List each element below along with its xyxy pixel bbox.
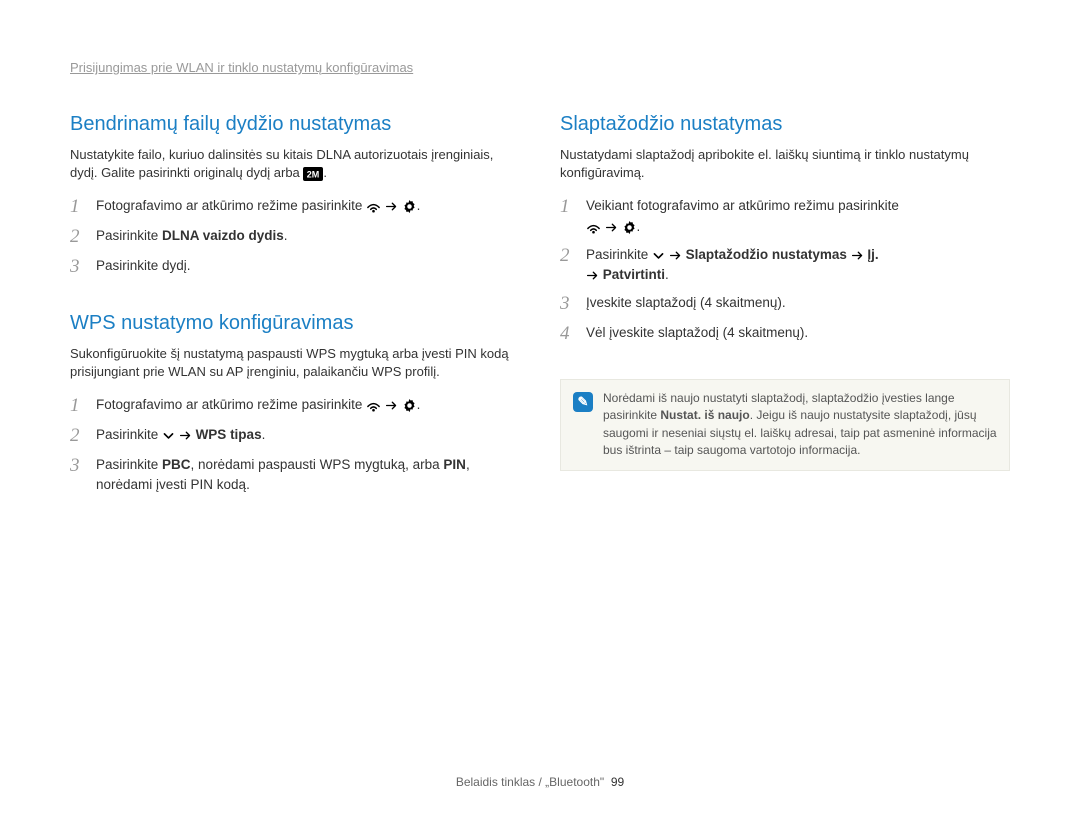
step-text: Pasirinkite dydį. (96, 256, 520, 276)
step-number: 1 (70, 196, 96, 218)
step-text: Pasirinkite PBC, norėdami paspausti WPS … (96, 455, 520, 496)
gear-icon (622, 220, 637, 235)
step-number: 4 (560, 323, 586, 345)
content-columns: Bendrinamų failų dydžio nustatymas Nusta… (70, 113, 1010, 529)
desc-password: Nustatydami slaptažodį apribokite el. la… (560, 146, 1010, 182)
step-1: 1 Fotografavimo ar atkūrimo režime pasir… (70, 196, 520, 218)
steps-password: 1 Veikiant fotografavimo ar atkūrimo rež… (560, 196, 1010, 345)
step-1: 1 Veikiant fotografavimo ar atkūrimo rež… (560, 196, 1010, 237)
page-footer: Belaidis tinklas / „Bluetooth" 99 (0, 775, 1080, 789)
arrow-icon (586, 269, 599, 282)
step-3: 3 Įveskite slaptažodį (4 skaitmenų). (560, 293, 1010, 315)
step-2: 2 Pasirinkite DLNA vaizdo dydis. (70, 226, 520, 248)
step-number: 2 (70, 425, 96, 447)
wifi-icon (366, 199, 381, 214)
step-text: Pasirinkite WPS tipas. (96, 425, 520, 445)
right-column: Slaptažodžio nustatymas Nustatydami slap… (560, 113, 1010, 529)
gear-icon (402, 398, 417, 413)
step-number: 2 (560, 245, 586, 267)
arrow-icon (179, 429, 192, 442)
step-number: 1 (560, 196, 586, 218)
chevron-down-icon (652, 249, 665, 262)
step-text: Įveskite slaptažodį (4 skaitmenų). (586, 293, 1010, 313)
note-text: Norėdami iš naujo nustatyti slaptažodį, … (603, 390, 997, 460)
2m-icon (303, 167, 323, 181)
step-number: 2 (70, 226, 96, 248)
step-1: 1 Fotografavimo ar atkūrimo režime pasir… (70, 395, 520, 417)
left-column: Bendrinamų failų dydžio nustatymas Nusta… (70, 113, 520, 529)
arrow-icon (385, 399, 398, 412)
step-text: Pasirinkite DLNA vaizdo dydis. (96, 226, 520, 246)
step-2: 2 Pasirinkite Slaptažodžio nustatymas Įj… (560, 245, 1010, 286)
wifi-icon (586, 220, 601, 235)
step-number: 3 (70, 455, 96, 477)
arrow-icon (851, 249, 864, 262)
footer-section: Belaidis tinklas / „Bluetooth" (456, 775, 604, 789)
breadcrumb: Prisijungimas prie WLAN ir tinklo nustat… (70, 60, 1010, 75)
step-text: Pasirinkite Slaptažodžio nustatymas Įj. … (586, 245, 1010, 286)
heading-password: Slaptažodžio nustatymas (560, 113, 1010, 136)
desc-text-b: . (323, 165, 327, 180)
step-text: Fotografavimo ar atkūrimo režime pasirin… (96, 395, 520, 415)
heading-wps: WPS nustatymo konfigūravimas (70, 312, 520, 335)
step-3: 3 Pasirinkite PBC, norėdami paspausti WP… (70, 455, 520, 496)
step-text: Fotografavimo ar atkūrimo režime pasirin… (96, 196, 520, 216)
arrow-icon (385, 200, 398, 213)
step-text: Vėl įveskite slaptažodį (4 skaitmenų). (586, 323, 1010, 343)
desc-file-size: Nustatykite failo, kuriuo dalinsitės su … (70, 146, 520, 182)
step-2: 2 Pasirinkite WPS tipas. (70, 425, 520, 447)
steps-wps: 1 Fotografavimo ar atkūrimo režime pasir… (70, 395, 520, 495)
step-number: 3 (70, 256, 96, 278)
page-number: 99 (611, 775, 624, 789)
wifi-icon (366, 398, 381, 413)
steps-file-size: 1 Fotografavimo ar atkūrimo režime pasir… (70, 196, 520, 278)
desc-text: Nustatykite failo, kuriuo dalinsitės su … (70, 147, 493, 180)
step-number: 1 (70, 395, 96, 417)
step-text: Veikiant fotografavimo ar atkūrimo režim… (586, 196, 1010, 237)
heading-file-size: Bendrinamų failų dydžio nustatymas (70, 113, 520, 136)
arrow-icon (669, 249, 682, 262)
chevron-down-icon (162, 429, 175, 442)
gear-icon (402, 199, 417, 214)
desc-wps: Sukonfigūruokite šį nustatymą paspausti … (70, 345, 520, 381)
step-4: 4 Vėl įveskite slaptažodį (4 skaitmenų). (560, 323, 1010, 345)
arrow-icon (605, 221, 618, 234)
note-box: ✎ Norėdami iš naujo nustatyti slaptažodį… (560, 379, 1010, 471)
note-icon: ✎ (573, 392, 593, 412)
step-number: 3 (560, 293, 586, 315)
step-3: 3 Pasirinkite dydį. (70, 256, 520, 278)
